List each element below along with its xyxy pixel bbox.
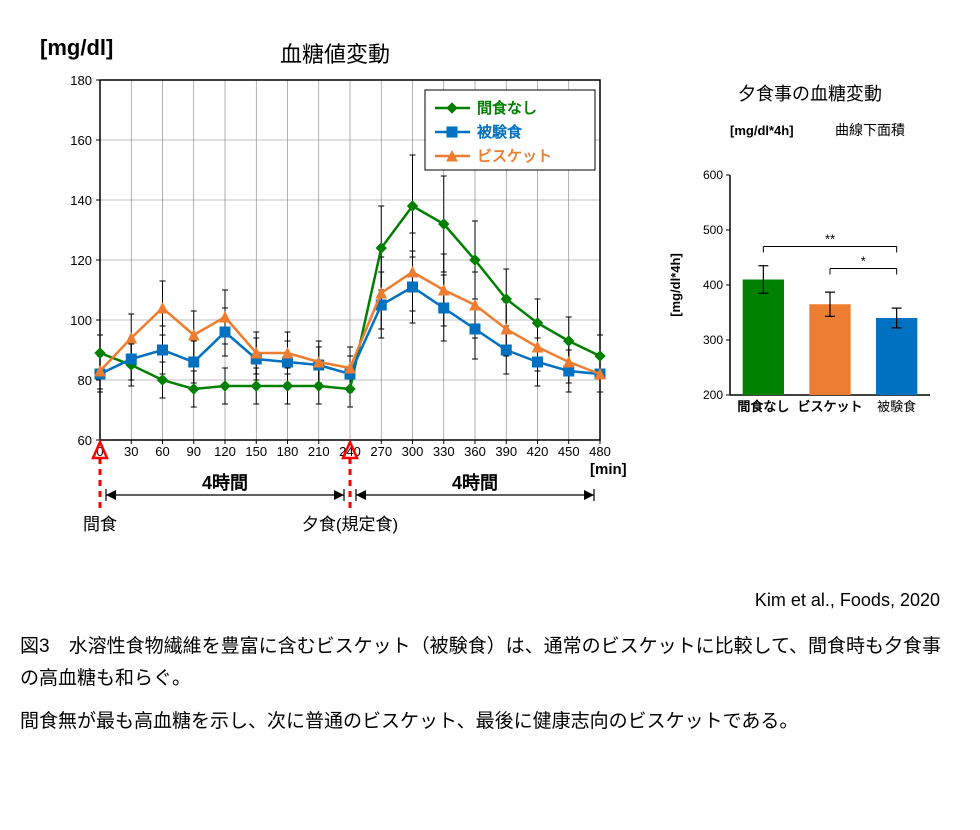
svg-text:ビスケット: ビスケット	[477, 148, 552, 165]
svg-text:間食: 間食	[83, 515, 117, 534]
svg-text:300: 300	[703, 333, 723, 347]
svg-text:180: 180	[277, 444, 299, 459]
svg-text:600: 600	[703, 168, 723, 182]
svg-text:270: 270	[370, 444, 392, 459]
svg-text:60: 60	[78, 433, 92, 448]
svg-text:480: 480	[589, 444, 611, 459]
svg-text:[mg/dl*4h]: [mg/dl*4h]	[668, 253, 683, 317]
svg-text:間食なし: 間食なし	[737, 399, 789, 414]
svg-text:4時間: 4時間	[202, 473, 248, 493]
svg-text:ビスケット: ビスケット	[797, 399, 862, 414]
svg-text:330: 330	[433, 444, 455, 459]
figure-caption-2: 間食無が最も高血糖を示し、次に普通のビスケット、最後に健康志向のビスケットである…	[20, 706, 960, 738]
svg-text:被験食: 被験食	[877, 399, 916, 414]
svg-text:**: **	[825, 232, 835, 247]
svg-text:160: 160	[70, 133, 92, 148]
figure-caption-1: 図3 水溶性食物繊維を豊富に含むビスケット（被験食）は、通常のビスケットに比較し…	[20, 631, 960, 696]
svg-text:[mg/dl*4h]: [mg/dl*4h]	[730, 123, 794, 138]
svg-text:夕食(規定食): 夕食(規定食)	[302, 515, 398, 534]
svg-text:120: 120	[214, 444, 236, 459]
svg-text:200: 200	[703, 388, 723, 402]
svg-text:140: 140	[70, 193, 92, 208]
svg-text:390: 390	[495, 444, 517, 459]
svg-text:夕食事の血糖変動: 夕食事の血糖変動	[738, 84, 882, 104]
svg-text:360: 360	[464, 444, 486, 459]
svg-text:間食なし: 間食なし	[477, 99, 537, 117]
svg-text:[mg/dl]: [mg/dl]	[40, 35, 113, 60]
svg-text:血糖値変動: 血糖値変動	[280, 42, 390, 67]
svg-text:60: 60	[155, 444, 169, 459]
svg-text:被験食: 被験食	[477, 123, 523, 141]
svg-text:100: 100	[70, 313, 92, 328]
svg-text:450: 450	[558, 444, 580, 459]
bar-chart: 夕食事の血糖変動 [mg/dl*4h] 曲線下面積 200 300 400 500 600 [m…	[660, 80, 950, 450]
citation: Kim et al., Foods, 2020	[20, 590, 940, 611]
line-chart: [mg/dl]血糖値変動6080100120140160180030609012…	[20, 20, 640, 580]
svg-text:120: 120	[70, 253, 92, 268]
svg-text:曲線下面積: 曲線下面積	[835, 122, 905, 138]
svg-text:420: 420	[527, 444, 549, 459]
svg-text:500: 500	[703, 223, 723, 237]
svg-text:30: 30	[124, 444, 138, 459]
svg-text:80: 80	[78, 373, 92, 388]
svg-text:4時間: 4時間	[452, 473, 498, 493]
svg-text:210: 210	[308, 444, 330, 459]
svg-text:[min]: [min]	[590, 461, 627, 478]
svg-text:150: 150	[245, 444, 267, 459]
svg-text:*: *	[861, 254, 866, 269]
svg-text:180: 180	[70, 73, 92, 88]
svg-text:400: 400	[703, 278, 723, 292]
svg-text:300: 300	[402, 444, 424, 459]
svg-text:90: 90	[187, 444, 201, 459]
